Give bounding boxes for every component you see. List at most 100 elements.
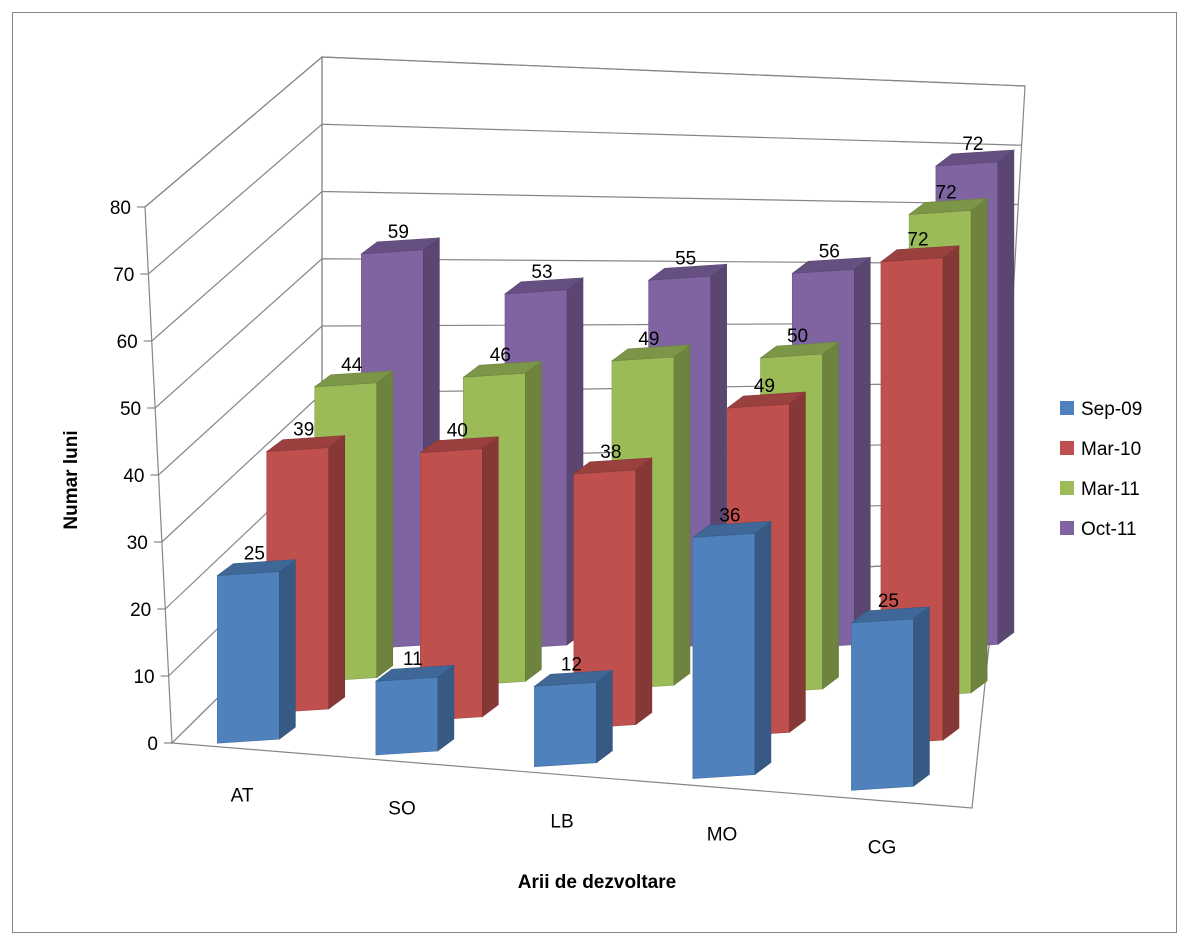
data-label: 72 [962,134,983,155]
legend-swatch [1060,481,1074,495]
bar-side-face [997,149,1015,645]
bar-front-face [692,533,756,779]
gridline [144,56,1026,208]
data-label: 25 [878,591,899,612]
bar-front-face [851,618,914,791]
bar-side-face [525,360,542,682]
bar-top-face [934,149,1015,167]
data-label: 11 [403,649,423,670]
bar-side-face [376,370,394,679]
bar-top-face [879,245,960,263]
data-label: 56 [819,241,840,262]
data-label: 38 [600,442,621,463]
bar-side-face [853,256,871,646]
bar-top-face [462,360,543,378]
y-tick-label: 0 [147,734,158,755]
x-tick-labels: AT SO LB MO CG [231,786,897,859]
bar-top-face [216,559,297,576]
bars: 72 56 55 53 59 72 50 49 46 44 72 49 38 40 39 25 36 12 11 25 [216,134,1015,791]
bar-side-face [673,344,691,686]
bar-top-face [850,606,931,624]
legend-item: Sep-09 [1060,399,1142,420]
bar-side-face [970,197,988,694]
data-label: 59 [388,222,409,243]
bar-top-face [265,435,346,452]
data-label: 50 [787,326,808,347]
data-label: 40 [447,421,468,442]
legend-item: Mar-11 [1060,479,1140,500]
y-tick-labels: 0 10 20 30 40 50 60 70 80 [110,198,158,755]
bar-top-face [691,520,772,538]
data-label: 36 [719,505,740,526]
legend: Sep-09 Mar-10 Mar-11 Oct-11 [1060,399,1142,540]
bar-top-face [313,370,394,388]
bar-Sep-09-SO: 11 [374,649,455,756]
x-axis-title: Arii de dezvoltare [518,872,676,893]
legend-label: Mar-10 [1081,439,1141,460]
bar-side-face [822,341,839,690]
bar-side-face [482,436,499,718]
data-label: 49 [754,376,775,397]
data-label: 49 [638,329,659,350]
y-tick-label: 10 [133,667,154,688]
legend-label: Oct-11 [1081,519,1137,540]
y-tick-label: 70 [113,265,134,286]
data-label: 44 [341,355,363,376]
legend-item: Mar-10 [1060,439,1141,460]
bar-top-face [504,277,584,295]
y-axis-title: Numar luni [61,430,82,529]
bar-side-face [913,606,930,787]
gridline [151,190,1019,342]
bar-top-face [647,263,728,281]
legend-swatch [1060,401,1074,415]
bar-Sep-09-CG: 25 [850,591,931,791]
gridline [147,123,1022,275]
bar-side-face [754,520,772,776]
data-label: 72 [936,182,957,203]
data-label: 53 [531,262,552,283]
bar-top-face [572,457,653,475]
x-tick-label: CG [868,838,897,859]
bar-side-face [635,457,653,726]
y-tick-label: 50 [120,399,141,420]
data-label: 72 [907,230,928,251]
bar-side-face [942,245,960,741]
bar-top-face [726,391,807,409]
bar-side-face [328,435,346,710]
bar-top-face [419,436,500,454]
bar-side-face [437,664,455,752]
bar-Sep-09-MO: 36 [691,505,772,779]
bar-front-face [534,682,597,768]
bar-side-face [279,559,296,740]
bar-Sep-09-LB: 12 [533,654,614,768]
bar-top-face [360,237,441,255]
data-label: 25 [244,544,265,565]
y-tick-label: 30 [127,533,148,554]
data-label: 46 [490,345,511,366]
x-tick-label: MO [707,825,738,846]
bar-top-face [759,341,840,359]
y-tick-label: 20 [130,600,151,621]
legend-item: Oct-11 [1060,519,1137,540]
y-tick-label: 60 [117,332,138,353]
gridline [158,322,1012,476]
bar-Mar-10-SO: 40 [419,421,500,722]
bar-Mar-10-LB: 38 [572,442,653,729]
legend-swatch [1060,521,1074,535]
bar-side-face [789,391,806,733]
x-tick-label: LB [550,812,573,833]
bar-top-face [908,198,989,215]
data-label: 12 [561,654,582,675]
legend-swatch [1060,441,1074,455]
gridline [154,258,1015,409]
bar-top-face [374,664,455,682]
bar-top-face [791,256,872,274]
data-label: 39 [293,420,314,441]
legend-label: Mar-11 [1081,479,1140,500]
y-tick-label: 40 [123,466,144,487]
legend-label: Sep-09 [1081,399,1142,420]
x-tick-label: SO [388,799,415,820]
bar-front-face [217,571,280,744]
data-label: 55 [675,248,696,269]
